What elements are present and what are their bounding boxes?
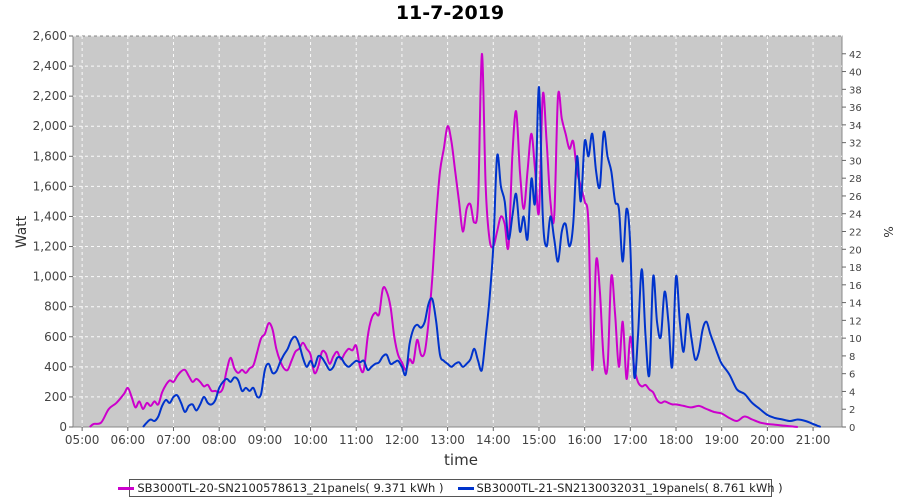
x-tick-label: 14:00 (476, 433, 511, 447)
y-tick-label: 800 (44, 300, 67, 314)
x-axis-label: time (444, 451, 478, 469)
legend-swatch (118, 486, 135, 490)
y2-tick-label: 42 (849, 50, 862, 61)
x-tick-label: 06:00 (111, 433, 146, 447)
x-tick-label: 10:00 (293, 433, 328, 447)
y-tick-label: 0 (59, 420, 67, 434)
y2-tick-label: 20 (849, 245, 862, 256)
y2-tick-label: 40 (849, 68, 862, 79)
x-tick-label: 21:00 (796, 433, 831, 447)
y2-tick-label: 24 (849, 210, 862, 221)
legend-item: SB3000TL-20-SN2100578613_21panels( 9.371… (118, 481, 444, 495)
y-tick-label: 1,200 (33, 240, 67, 254)
chart-canvas: 02004006008001,0001,2001,4001,6001,8002,… (14, 29, 895, 469)
y2-tick-label: 28 (849, 174, 862, 185)
y2-tick-label: 18 (849, 263, 862, 274)
y-tick-label: 400 (44, 360, 67, 374)
legend-swatch (457, 486, 474, 490)
y2-tick-label: 4 (849, 387, 855, 398)
y2-tick-label: 12 (849, 316, 862, 327)
x-tick-label: 20:00 (750, 433, 785, 447)
y2-axis-label: % (881, 226, 895, 237)
y-axis-ticks: 0 200 400 600 800 1,000 1,200 1,400 1,600 1,800 2,… (33, 29, 73, 434)
legend: SB3000TL-20-SN2100578613_21panels( 9.371… (118, 479, 783, 497)
series-line-2 (142, 86, 822, 428)
x-axis-ticks: 05:00 06:00 07:00 08:00 09:00 10:00 11:00 12:00… (65, 427, 831, 447)
legend-item: SB3000TL-21-SN2130032031_19panels( 8.761… (457, 481, 783, 495)
x-tick-label: 07:00 (156, 433, 191, 447)
y2-tick-label: 10 (849, 334, 862, 345)
y2-tick-label: 34 (849, 121, 862, 132)
y2-tick-label: 32 (849, 139, 862, 150)
y-tick-label: 2,000 (33, 119, 67, 133)
y-tick-label: 2,600 (33, 29, 67, 43)
y-tick-label: 1,000 (33, 270, 67, 284)
x-tick-label: 15:00 (522, 433, 557, 447)
y2-tick-label: 0 (849, 423, 855, 434)
y2-tick-label: 2 (849, 405, 855, 416)
x-tick-label: 05:00 (65, 433, 100, 447)
y2-tick-label: 38 (849, 85, 862, 96)
y2-tick-label: 36 (849, 103, 862, 114)
x-tick-label: 16:00 (567, 433, 602, 447)
y2-tick-label: 22 (849, 228, 862, 239)
x-tick-label: 19:00 (704, 433, 739, 447)
y-tick-label: 2,200 (33, 89, 67, 103)
y2-tick-label: 6 (849, 370, 855, 381)
y2-tick-label: 8 (849, 352, 855, 363)
x-tick-label: 18:00 (659, 433, 694, 447)
x-tick-label: 12:00 (385, 433, 420, 447)
x-tick-label: 17:00 (613, 433, 648, 447)
x-tick-label: 13:00 (430, 433, 465, 447)
y-tick-label: 1,800 (33, 149, 67, 163)
y2-tick-label: 30 (849, 156, 862, 167)
y-axis-label: Watt (14, 215, 30, 248)
legend-label: SB3000TL-21-SN2130032031_19panels( 8.761… (476, 481, 783, 495)
y2-tick-label: 14 (849, 299, 862, 310)
y-tick-label: 2,400 (33, 59, 67, 73)
series-lines (89, 52, 822, 428)
y-tick-label: 600 (44, 330, 67, 344)
plot-area (72, 35, 843, 428)
legend-label: SB3000TL-20-SN2100578613_21panels( 9.371… (137, 481, 444, 495)
series-line-1 (89, 52, 798, 428)
y-tick-label: 1,600 (33, 179, 67, 193)
x-tick-label: 11:00 (339, 433, 374, 447)
chart-title: 11-7-2019 (395, 2, 505, 24)
y-tick-label: 1,400 (33, 209, 67, 223)
x-tick-label: 09:00 (248, 433, 283, 447)
y2-tick-label: 16 (849, 281, 862, 292)
y-tick-label: 200 (44, 390, 67, 404)
x-tick-label: 08:00 (202, 433, 237, 447)
y2-tick-label: 26 (849, 192, 862, 203)
